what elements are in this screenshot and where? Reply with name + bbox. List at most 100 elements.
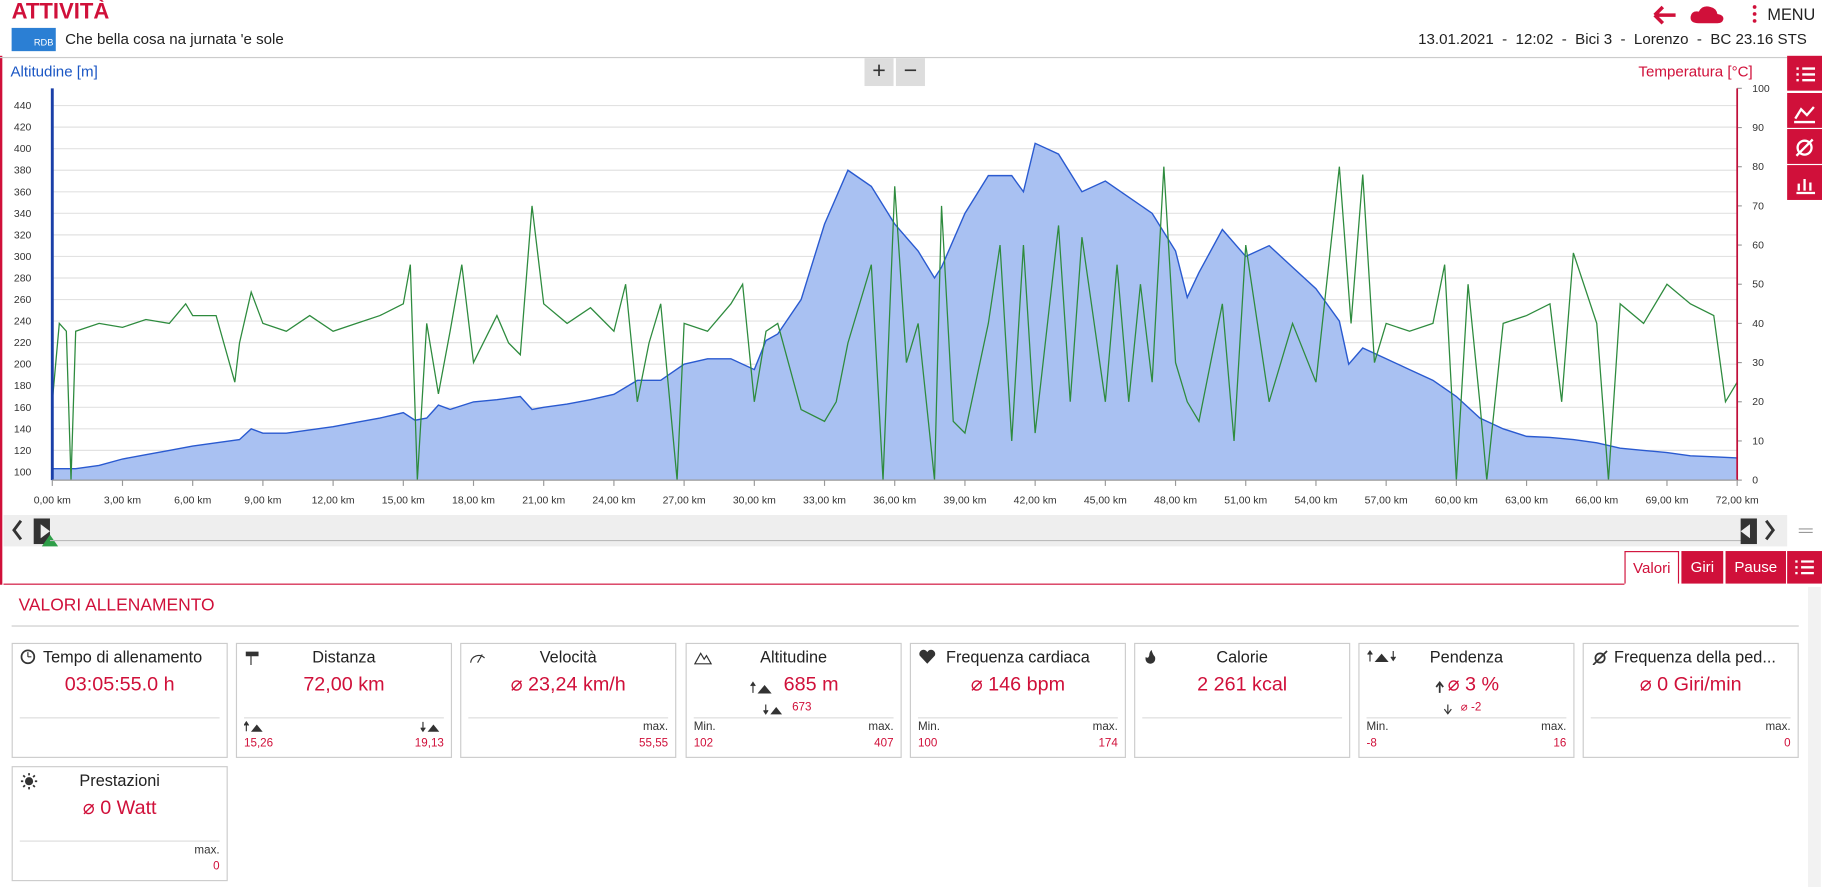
y-tick-label: 400 bbox=[14, 144, 32, 155]
y2-tick-label: 30 bbox=[1752, 358, 1764, 369]
section-title: VALORI ALLENAMENTO bbox=[18, 595, 215, 615]
x-tick-label: 18,00 km bbox=[452, 495, 495, 506]
card-right-value: 0 bbox=[213, 860, 220, 874]
x-tick-label: 15,00 km bbox=[382, 495, 425, 506]
x-tick-label: 24,00 km bbox=[592, 495, 635, 506]
card-right-value: 16 bbox=[1553, 737, 1567, 750]
y-tick-label: 360 bbox=[14, 187, 32, 198]
x-tick-label: 48,00 km bbox=[1154, 495, 1197, 506]
divider bbox=[0, 56, 1788, 59]
card-right-value: 19,13 bbox=[414, 737, 444, 750]
card-title: Calorie bbox=[1216, 647, 1268, 667]
card-left-label: Min. bbox=[1366, 720, 1389, 734]
card-title: Altitudine bbox=[760, 647, 828, 667]
y2-tick-label: 90 bbox=[1752, 123, 1764, 134]
y-tick-label: 420 bbox=[14, 123, 32, 134]
menu-button[interactable]: MENU bbox=[1767, 4, 1816, 24]
card-right-label: max. bbox=[194, 843, 220, 857]
card-left-value: -8 bbox=[1366, 737, 1377, 750]
tab-valori[interactable]: Valori bbox=[1624, 551, 1680, 584]
card-value: ⌀ 146 bpm bbox=[970, 673, 1066, 696]
temperature-line bbox=[51, 166, 1738, 481]
x-tick-label: 12,00 km bbox=[312, 495, 355, 506]
y2-tick-label: 10 bbox=[1752, 436, 1764, 447]
x-tick-label: 27,00 km bbox=[663, 495, 706, 506]
tab-line bbox=[3, 583, 1625, 585]
y-tick-label: 140 bbox=[14, 424, 32, 435]
scrollbar[interactable] bbox=[1808, 587, 1821, 887]
side-icons bbox=[1794, 67, 1816, 195]
card-title: Pendenza bbox=[1429, 647, 1504, 667]
card-title: Prestazioni bbox=[79, 770, 160, 790]
stat-card: Frequenza della ped... ⌀ 0 Giri/min max.… bbox=[1582, 642, 1799, 758]
card-left-value: 15,26 bbox=[244, 737, 274, 750]
card-left-label: Min. bbox=[693, 720, 716, 734]
x-tick-label: 39,00 km bbox=[943, 495, 986, 506]
y-tick-label: 100 bbox=[14, 467, 32, 478]
stat-card: Velocità ⌀ 23,24 km/h max. 55,55 bbox=[460, 642, 677, 758]
sync-icon[interactable] bbox=[1690, 6, 1724, 24]
slider-controls[interactable] bbox=[3, 515, 1822, 550]
y-tick-label: 320 bbox=[14, 230, 32, 241]
zoom-out[interactable]: − bbox=[895, 58, 925, 87]
left-axis-label[interactable]: Altitudine [m] bbox=[10, 62, 98, 81]
stat-card: Prestazioni ⌀ 0 Watt max. 0 bbox=[11, 766, 228, 882]
card-right-value: 407 bbox=[874, 737, 894, 750]
y-tick-label: 220 bbox=[14, 338, 32, 349]
card-value: 03:05:55.0 h bbox=[64, 673, 175, 696]
x-tick-label: 9,00 km bbox=[244, 495, 281, 506]
tab-giri[interactable]: Giri bbox=[1681, 551, 1724, 584]
card-right-label: max. bbox=[1765, 720, 1791, 734]
page-title: ATTIVITÀ bbox=[11, 0, 110, 25]
card-value: 2 261 kcal bbox=[1197, 673, 1288, 696]
card-value: 72,00 km bbox=[303, 673, 385, 696]
card-value: ⌀ 23,24 km/h bbox=[510, 673, 626, 696]
x-tick-label: 60,00 km bbox=[1435, 495, 1478, 506]
back-arrow[interactable] bbox=[1653, 5, 1676, 25]
y-tick-label: 340 bbox=[14, 209, 32, 220]
x-tick-label: 33,00 km bbox=[803, 495, 846, 506]
tab-menu[interactable] bbox=[1787, 551, 1822, 584]
card-right-label: max. bbox=[868, 720, 894, 734]
card-sub-value: 673 bbox=[792, 700, 812, 714]
card-right-value: 55,55 bbox=[639, 737, 669, 750]
zoom-in[interactable]: + bbox=[864, 58, 894, 87]
card-right-label: max. bbox=[1092, 720, 1118, 734]
right-axis-label[interactable]: Temperatura [°C] bbox=[1638, 62, 1753, 81]
y-tick-label: 180 bbox=[14, 381, 32, 392]
x-tick-label: 57,00 km bbox=[1365, 495, 1408, 506]
logo: RDB bbox=[11, 27, 56, 52]
y-tick-label: 260 bbox=[14, 295, 32, 306]
card-right-label: max. bbox=[1541, 720, 1567, 734]
stat-card: Distanza 72,00 km 15,26 19,13 bbox=[235, 642, 453, 758]
card-title: Velocità bbox=[539, 647, 597, 667]
card-left-value: 102 bbox=[693, 737, 714, 750]
x-tick-label: 6,00 km bbox=[174, 495, 211, 506]
y2-tick-label: 40 bbox=[1752, 319, 1764, 330]
x-tick-label: 36,00 km bbox=[873, 495, 916, 506]
y2-tick-label: 100 bbox=[1752, 84, 1770, 95]
tab-pause[interactable]: Pause bbox=[1725, 551, 1786, 584]
chart: 1001201401601802002202402602803003203403… bbox=[14, 84, 1770, 507]
y-tick-label: 200 bbox=[14, 360, 32, 371]
card-title: Frequenza della ped... bbox=[1614, 647, 1776, 667]
altitude-line bbox=[52, 142, 1738, 470]
x-tick-label: 69,00 km bbox=[1645, 495, 1688, 506]
left-border bbox=[0, 55, 3, 585]
section-divider bbox=[11, 625, 1799, 627]
y2-tick-label: 20 bbox=[1752, 397, 1764, 408]
stat-card: Tempo di allenamento 03:05:55.0 h bbox=[11, 642, 228, 758]
card-left-label: Min. bbox=[917, 720, 940, 734]
y-tick-label: 380 bbox=[14, 166, 32, 177]
x-tick-label: 42,00 km bbox=[1014, 495, 1057, 506]
card-title: Tempo di allenamento bbox=[42, 647, 203, 667]
y2-tick-label: 80 bbox=[1752, 162, 1764, 173]
card-title: Distanza bbox=[312, 647, 376, 667]
card-title: Frequenza cardiaca bbox=[946, 647, 1090, 667]
x-tick-label: 45,00 km bbox=[1084, 495, 1127, 506]
stat-card: Altitudine 685 m 673 Min. 102 max. 407 bbox=[685, 642, 902, 758]
header-icons[interactable] bbox=[1650, 2, 1766, 28]
x-tick-label: 72,00 km bbox=[1716, 495, 1759, 506]
y-tick-label: 280 bbox=[14, 273, 32, 284]
